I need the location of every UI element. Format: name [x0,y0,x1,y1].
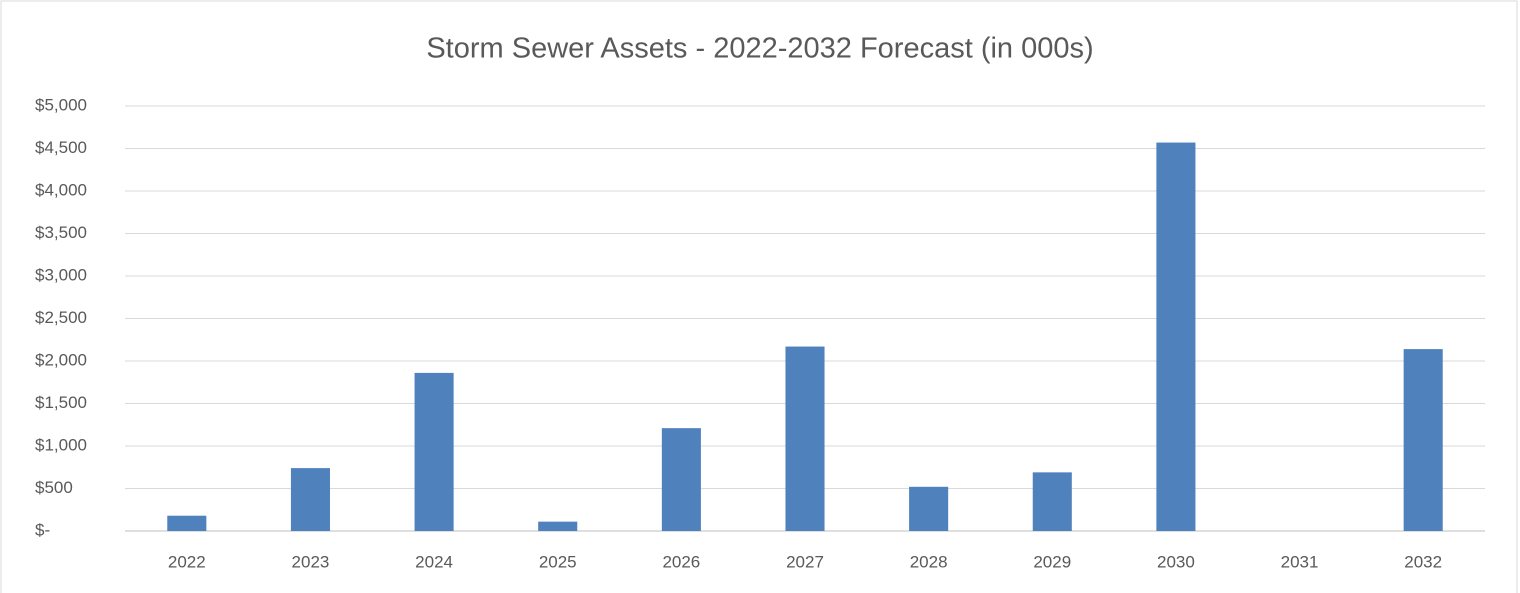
x-tick-label: 2032 [1404,552,1442,571]
y-tick-label: $4,000 [35,180,87,199]
x-tick-label: 2026 [662,552,700,571]
y-tick-label: $2,000 [35,350,87,369]
bar [538,521,578,531]
bar [1032,472,1072,531]
x-tick-label: 2023 [292,552,330,571]
y-tick-label: $500 [35,478,73,497]
x-tick-label: 2027 [786,552,824,571]
bar [785,346,825,531]
x-tick-label: 2030 [1157,552,1195,571]
y-tick-label: $5,000 [35,95,87,114]
bar [167,515,207,531]
y-tick-label: $2,500 [35,308,87,327]
bar [909,486,949,531]
y-tick-label: $3,500 [35,223,87,242]
bar [290,468,330,531]
y-tick-label: $1,500 [35,393,87,412]
y-tick-label: $3,000 [35,265,87,284]
x-tick-label: 2029 [1033,552,1071,571]
y-tick-label: $4,500 [35,138,87,157]
bar [661,428,701,531]
x-tick-label: 2028 [910,552,948,571]
bar [1156,142,1196,532]
x-tick-label: 2025 [539,552,577,571]
x-tick-label: 2024 [415,552,453,571]
y-tick-label: $- [35,520,50,539]
x-tick-label: 2022 [168,552,206,571]
y-tick-label: $1,000 [35,435,87,454]
bar [1403,349,1443,531]
chart-title: Storm Sewer Assets - 2022-2032 Forecast … [426,33,1093,65]
x-tick-label: 2031 [1281,552,1319,571]
bar [414,372,454,531]
